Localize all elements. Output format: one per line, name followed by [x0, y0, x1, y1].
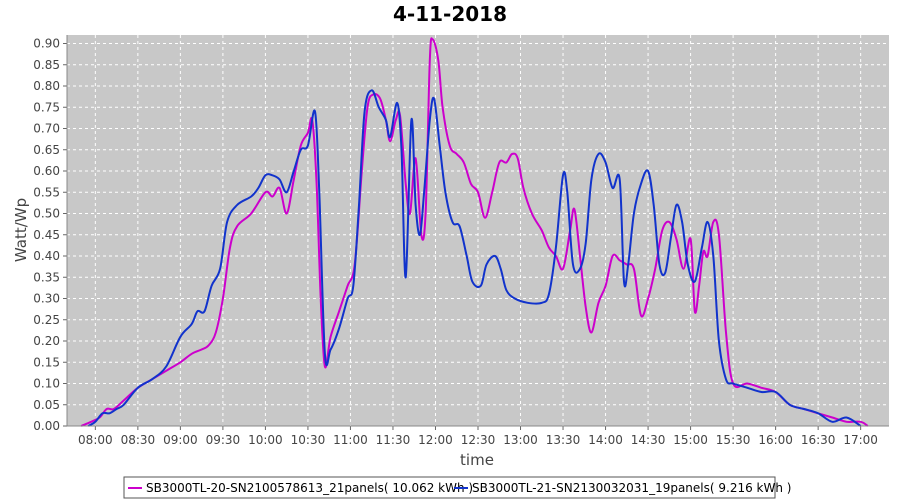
x-tick-label: 10:30 — [291, 433, 326, 447]
y-tick-label: 0.10 — [33, 377, 60, 391]
y-tick-label: 0.00 — [33, 419, 60, 433]
series-layer — [80, 37, 869, 427]
series-line-1 — [80, 37, 869, 427]
y-tick-label: 0.15 — [33, 355, 60, 369]
x-tick-label: 13:30 — [546, 433, 581, 447]
y-tick-label: 0.75 — [33, 100, 60, 114]
y-tick-label: 0.35 — [33, 270, 60, 284]
y-tick-label: 0.55 — [33, 185, 60, 199]
x-tick-label: 16:30 — [801, 433, 836, 447]
y-tick-label: 0.80 — [33, 79, 60, 93]
x-tick-label: 09:30 — [206, 433, 241, 447]
x-tick-label: 14:30 — [631, 433, 666, 447]
x-tick-label: 17:00 — [843, 433, 878, 447]
x-tick-label: 11:00 — [333, 433, 368, 447]
y-tick-label: 0.25 — [33, 313, 60, 327]
x-tick-label: 16:00 — [758, 433, 793, 447]
axes: 0.00 0.05 0.10 0.15 0.20 0.25 0.30 0.35 0.40 0.45… — [33, 35, 889, 447]
chart-title: 4-11-2018 — [393, 2, 507, 26]
x-tick-label: 09:00 — [163, 433, 198, 447]
x-tick-label: 14:00 — [588, 433, 623, 447]
legend: SB3000TL-20-SN2100578613_21panels( 10.06… — [123, 476, 791, 499]
x-tick-label: 13:00 — [503, 433, 538, 447]
x-axis-label: time — [460, 451, 494, 469]
legend-label-2: SB3000TL-21-SN2130032031_19panels( 9.216… — [472, 481, 791, 495]
series-line-2 — [87, 89, 862, 427]
x-tick-label: 15:30 — [716, 433, 751, 447]
x-tick-label: 12:30 — [461, 433, 496, 447]
y-tick-label: 0.30 — [33, 292, 60, 306]
y-axis-label: Watt/Wp — [12, 198, 30, 262]
y-tick-label: 0.65 — [33, 143, 60, 157]
y-tick-label: 0.50 — [33, 207, 60, 221]
y-tick-label: 0.60 — [33, 164, 60, 178]
y-tick-label: 0.45 — [33, 228, 60, 242]
legend-label-1: SB3000TL-20-SN2100578613_21panels( 10.06… — [146, 481, 473, 495]
x-tick-label: 08:30 — [121, 433, 156, 447]
x-tick-label: 10:00 — [248, 433, 283, 447]
x-tick-label: 11:30 — [376, 433, 411, 447]
x-tick-label: 15:00 — [673, 433, 708, 447]
y-tick-label: 0.85 — [33, 58, 60, 72]
y-tick-label: 0.40 — [33, 249, 60, 263]
legend-box — [123, 476, 776, 499]
grid-lines — [67, 35, 889, 427]
y-tick-label: 0.70 — [33, 122, 60, 136]
x-tick-label: 08:00 — [78, 433, 113, 447]
x-tick-label: 12:00 — [418, 433, 453, 447]
y-tick-label: 0.20 — [33, 334, 60, 348]
y-tick-label: 0.90 — [33, 37, 60, 51]
y-tick-label: 0.05 — [33, 398, 60, 412]
